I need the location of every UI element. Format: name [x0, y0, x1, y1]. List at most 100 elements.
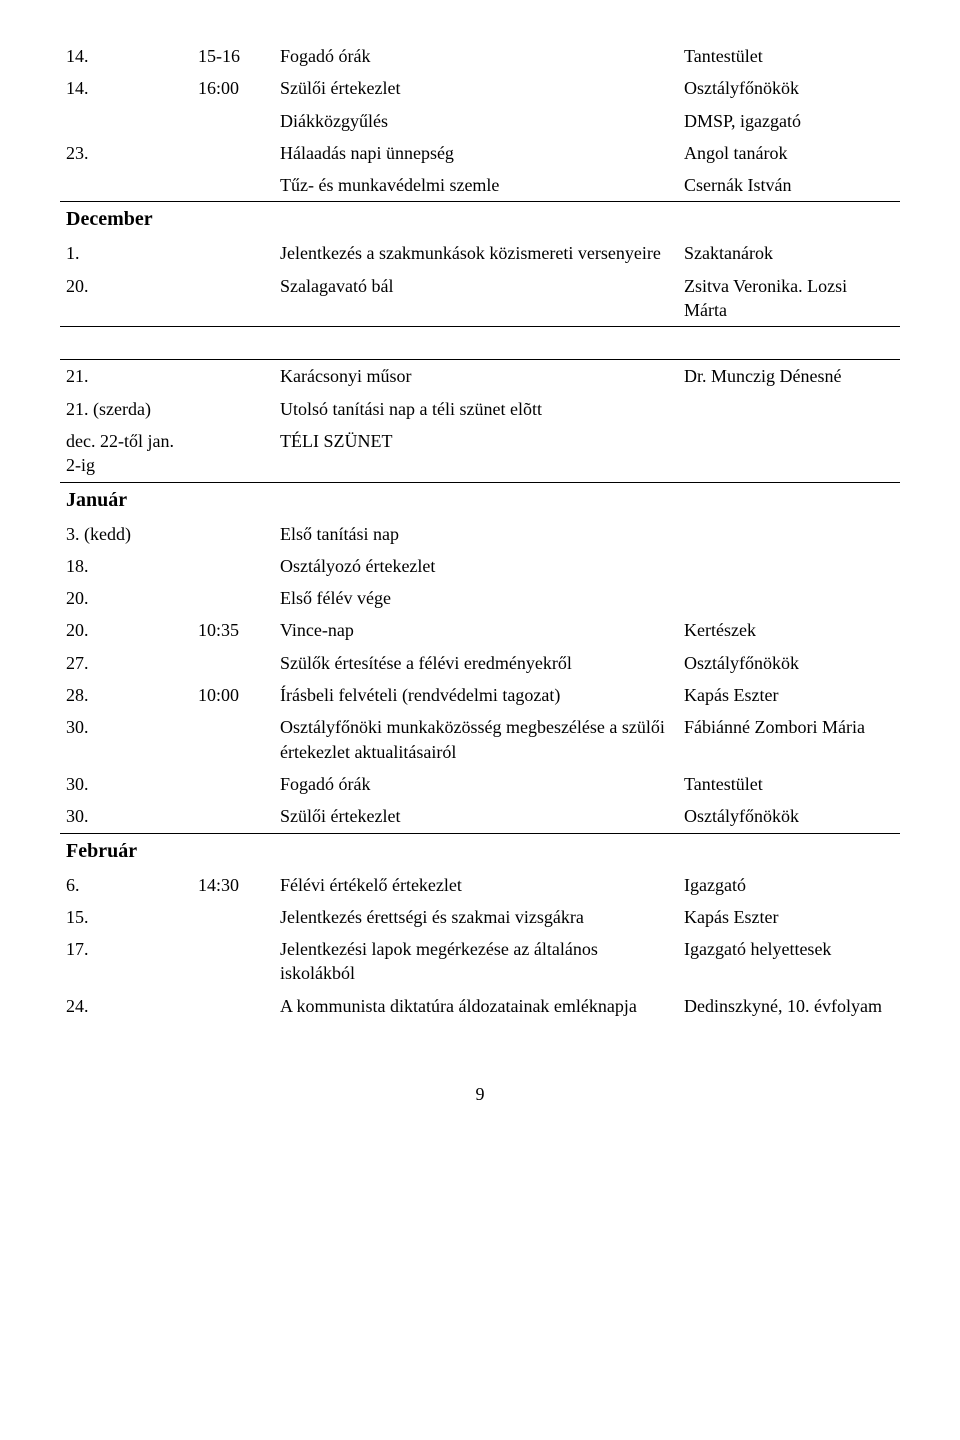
page-number: 9	[60, 1082, 900, 1106]
responsible-cell: Osztályfőnökök	[678, 647, 900, 679]
schedule-row: DiákközgyűlésDMSP, igazgató	[60, 105, 900, 137]
schedule-row: 3. (kedd)Első tanítási nap	[60, 518, 900, 550]
schedule-row: 17. Jelentkezési lapok megérkezése az ált…	[60, 933, 900, 990]
responsible-cell	[678, 550, 900, 582]
date-cell: 14.	[60, 40, 192, 72]
event-cell: Szülői értekezlet	[274, 800, 678, 833]
date-cell	[60, 105, 192, 137]
time-cell	[192, 768, 274, 800]
event-cell: Hálaadás napi ünnepség	[274, 137, 678, 169]
month-heading: Február	[60, 833, 900, 869]
schedule-row: 21. Karácsonyi műsorDr. Munczig Dénesné	[60, 360, 900, 393]
responsible-cell: Csernák István	[678, 169, 900, 202]
time-cell	[192, 582, 274, 614]
time-cell	[192, 550, 274, 582]
event-cell: Utolsó tanítási nap a téli szünet elõtt	[274, 393, 678, 425]
date-cell: 6.	[60, 869, 192, 901]
date-cell: 21. (szerda)	[60, 393, 192, 425]
schedule-row: 28.10:00Írásbeli felvételi (rendvédelmi …	[60, 679, 900, 711]
date-cell: 27.	[60, 647, 192, 679]
event-cell: Karácsonyi műsor	[274, 360, 678, 393]
responsible-cell	[678, 425, 900, 482]
schedule-row: 1. Jelentkezés a szakmunkások közismereti…	[60, 237, 900, 269]
date-cell: 17.	[60, 933, 192, 990]
time-cell	[192, 360, 274, 393]
time-cell	[192, 105, 274, 137]
schedule-table: 14.15-16Fogadó órákTantestület14.16:00Sz…	[60, 40, 900, 1022]
event-cell: Osztályfőnöki munkaközösség megbeszélése…	[274, 711, 678, 768]
schedule-row: 30. Osztályfőnöki munkaközösség megbeszél…	[60, 711, 900, 768]
time-cell	[192, 800, 274, 833]
responsible-cell: Tantestület	[678, 768, 900, 800]
date-cell: 20.	[60, 582, 192, 614]
schedule-row: 20.10:35Vince-napKertészek	[60, 614, 900, 646]
time-cell	[192, 901, 274, 933]
responsible-cell	[678, 393, 900, 425]
date-cell	[60, 169, 192, 202]
date-cell: 3. (kedd)	[60, 518, 192, 550]
date-cell: 18.	[60, 550, 192, 582]
schedule-row: 20. Első félév vége	[60, 582, 900, 614]
date-cell: 1.	[60, 237, 192, 269]
schedule-row: 14.16:00Szülői értekezletOsztályfőnökök	[60, 72, 900, 104]
time-cell: 10:00	[192, 679, 274, 711]
schedule-row: 20. Szalagavató bálZsitva Veronika. Lozsi…	[60, 270, 900, 327]
date-cell: 30.	[60, 711, 192, 768]
event-cell: Jelentkezés érettségi és szakmai vizsgák…	[274, 901, 678, 933]
month-heading: Január	[60, 482, 900, 518]
event-cell: Fogadó órák	[274, 768, 678, 800]
responsible-cell: Fábiánné Zombori Mária	[678, 711, 900, 768]
schedule-row: 30.Szülői értekezletOsztályfőnökök	[60, 800, 900, 833]
schedule-row: 24.A kommunista diktatúra áldozatainak e…	[60, 990, 900, 1022]
event-cell: Szalagavató bál	[274, 270, 678, 327]
responsible-cell: DMSP, igazgató	[678, 105, 900, 137]
responsible-cell: Osztályfőnökök	[678, 800, 900, 833]
event-cell: Írásbeli felvételi (rendvédelmi tagozat)	[274, 679, 678, 711]
time-cell	[192, 711, 274, 768]
responsible-cell	[678, 582, 900, 614]
time-cell	[192, 237, 274, 269]
time-cell	[192, 270, 274, 327]
time-cell	[192, 137, 274, 169]
event-cell: Vince-nap	[274, 614, 678, 646]
schedule-row: 27. Szülők értesítése a félévi eredmények…	[60, 647, 900, 679]
event-cell: Jelentkezés a szakmunkások közismereti v…	[274, 237, 678, 269]
event-cell: Első félév vége	[274, 582, 678, 614]
responsible-cell: Dedinszkyné, 10. évfolyam	[678, 990, 900, 1022]
event-cell: Osztályozó értekezlet	[274, 550, 678, 582]
time-cell	[192, 393, 274, 425]
responsible-cell: Dr. Munczig Dénesné	[678, 360, 900, 393]
time-cell: 14:30	[192, 869, 274, 901]
schedule-row: 21. (szerda) Utolsó tanítási nap a téli s…	[60, 393, 900, 425]
event-cell: Szülők értesítése a félévi eredményekről	[274, 647, 678, 679]
responsible-cell	[678, 518, 900, 550]
event-cell: Tűz- és munkavédelmi szemle	[274, 169, 678, 202]
date-cell: dec. 22-től jan. 2-ig	[60, 425, 192, 482]
time-cell	[192, 990, 274, 1022]
schedule-row: 14.15-16Fogadó órákTantestület	[60, 40, 900, 72]
time-cell: 15-16	[192, 40, 274, 72]
event-cell: Jelentkezési lapok megérkezése az általá…	[274, 933, 678, 990]
schedule-row: Tűz- és munkavédelmi szemleCsernák Istvá…	[60, 169, 900, 202]
event-cell: TÉLI SZÜNET	[274, 425, 678, 482]
date-cell: 15.	[60, 901, 192, 933]
event-cell: Félévi értékelő értekezlet	[274, 869, 678, 901]
responsible-cell: Szaktanárok	[678, 237, 900, 269]
event-cell: Fogadó órák	[274, 40, 678, 72]
time-cell	[192, 933, 274, 990]
date-cell: 24.	[60, 990, 192, 1022]
date-cell: 28.	[60, 679, 192, 711]
time-cell	[192, 518, 274, 550]
responsible-cell: Zsitva Veronika. Lozsi Márta	[678, 270, 900, 327]
responsible-cell: Kapás Eszter	[678, 901, 900, 933]
date-cell: 21.	[60, 360, 192, 393]
time-cell	[192, 647, 274, 679]
event-cell: Szülői értekezlet	[274, 72, 678, 104]
date-cell: 23.	[60, 137, 192, 169]
schedule-row: dec. 22-től jan. 2-ig TÉLI SZÜNET	[60, 425, 900, 482]
time-cell	[192, 169, 274, 202]
time-cell: 16:00	[192, 72, 274, 104]
responsible-cell: Angol tanárok	[678, 137, 900, 169]
date-cell: 14.	[60, 72, 192, 104]
date-cell: 20.	[60, 270, 192, 327]
